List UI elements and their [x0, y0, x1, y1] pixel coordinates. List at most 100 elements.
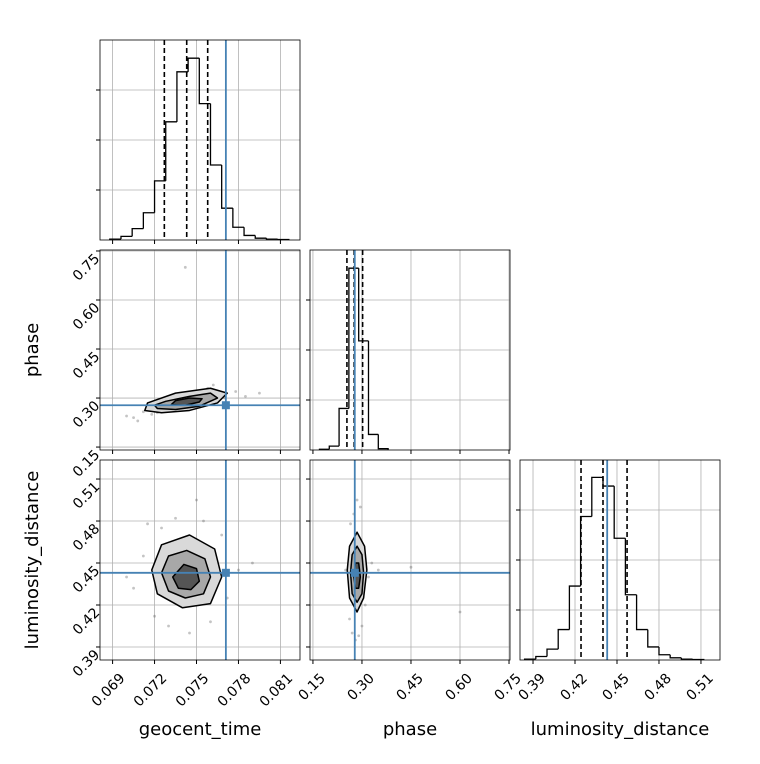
histogram-bin — [647, 629, 659, 648]
truth-marker — [221, 401, 230, 410]
x-axis-label: geocent_time — [139, 719, 262, 740]
panel-frame — [519, 459, 721, 661]
sample-point — [349, 522, 352, 526]
sample-point — [220, 533, 224, 537]
histogram-bin — [131, 227, 144, 237]
sample-point — [370, 561, 374, 565]
sample-point — [360, 624, 364, 628]
histogram-bin — [680, 657, 693, 660]
panel-frame — [309, 249, 511, 451]
histogram-bin — [579, 515, 592, 587]
histogram-bin — [187, 57, 200, 72]
panel — [96, 459, 301, 664]
histogram-bin — [328, 445, 340, 450]
panel-content — [100, 40, 300, 240]
histogram-bin — [176, 71, 189, 122]
truth-marker — [221, 568, 230, 577]
histogram-bin — [265, 238, 278, 240]
contour — [171, 563, 201, 591]
panel-content — [100, 250, 300, 450]
sample-point — [136, 419, 140, 423]
histogram-bin — [142, 212, 155, 229]
panel-frame — [99, 249, 301, 451]
x-axis-label: luminosity_distance — [531, 719, 710, 740]
sample-point — [167, 624, 170, 628]
sample-point — [211, 383, 215, 387]
sample-point — [183, 265, 187, 269]
x-tick-label: 0.45 — [600, 671, 633, 704]
x-tick-label: 0.072 — [131, 671, 171, 711]
histogram-bin — [602, 477, 615, 487]
sample-point — [153, 614, 156, 618]
y-tick-label: 0.60 — [70, 300, 103, 333]
x-axis-label: phase — [383, 719, 437, 740]
sample-point — [358, 505, 362, 509]
histogram-bin — [338, 407, 349, 447]
histogram-bin — [243, 227, 256, 237]
sample-point — [251, 561, 254, 565]
histogram-bin — [198, 58, 211, 105]
sample-point — [234, 390, 238, 393]
panel — [306, 459, 511, 664]
sample-point — [174, 516, 177, 520]
sample-point — [458, 610, 462, 614]
histogram-bin — [568, 585, 581, 630]
x-tick-label: 0.30 — [345, 671, 378, 704]
x-tick-label: 0.48 — [642, 671, 675, 704]
histogram-bin — [624, 538, 637, 596]
panel — [516, 459, 721, 664]
sample-point — [202, 519, 205, 523]
truth-marker — [350, 568, 359, 577]
sample-point — [348, 617, 351, 621]
sample-point — [141, 554, 145, 558]
panel-frame — [99, 39, 301, 241]
histogram-bin — [254, 235, 267, 239]
histogram-bin — [367, 340, 379, 436]
histogram-bin — [209, 103, 222, 166]
sample-point — [188, 631, 191, 635]
panel — [306, 249, 511, 454]
sample-point — [244, 395, 247, 398]
histogram-bin — [377, 434, 389, 450]
sample-point — [357, 634, 361, 638]
y-tick-label: 0.39 — [70, 647, 103, 680]
histogram-bin — [232, 208, 245, 228]
panel-frame — [99, 459, 301, 661]
y-tick-label: 0.45 — [70, 563, 103, 596]
x-tick-label: 0.60 — [443, 671, 476, 704]
histogram-bin — [358, 268, 369, 342]
y-tick-label: 0.42 — [70, 605, 103, 638]
panel-content — [520, 460, 720, 660]
y-axis-label: luminosity_distance — [22, 471, 43, 650]
sample-point — [141, 410, 145, 414]
sample-point — [125, 414, 128, 418]
panel — [96, 249, 301, 454]
x-tick-label: 0.39 — [516, 671, 549, 704]
panel-content — [310, 250, 510, 450]
histogram-bin — [658, 646, 671, 656]
sample-point — [209, 620, 212, 624]
histogram-bin — [120, 235, 133, 240]
histogram-bin — [591, 476, 603, 517]
x-tick-label: 0.15 — [295, 671, 328, 704]
histogram-bin — [153, 180, 166, 213]
y-axis-label: phase — [22, 323, 43, 377]
sample-point — [132, 586, 135, 590]
x-tick-label: 0.42 — [558, 671, 591, 704]
x-tick-label: 0.078 — [215, 671, 255, 711]
x-tick-label: 0.069 — [89, 671, 129, 711]
sample-point — [350, 631, 354, 635]
sample-point — [367, 575, 370, 579]
histogram-bin — [535, 655, 548, 660]
sample-point — [150, 412, 154, 416]
sample-point — [355, 498, 359, 502]
histogram-bin — [635, 594, 648, 631]
sample-point — [376, 568, 380, 572]
panel-frame — [309, 459, 511, 661]
y-tick-label: 0.48 — [70, 521, 103, 554]
histogram-bin — [613, 486, 626, 539]
y-tick-label: 0.75 — [70, 251, 103, 284]
histogram-bin — [546, 648, 559, 657]
sample-point — [125, 575, 128, 579]
